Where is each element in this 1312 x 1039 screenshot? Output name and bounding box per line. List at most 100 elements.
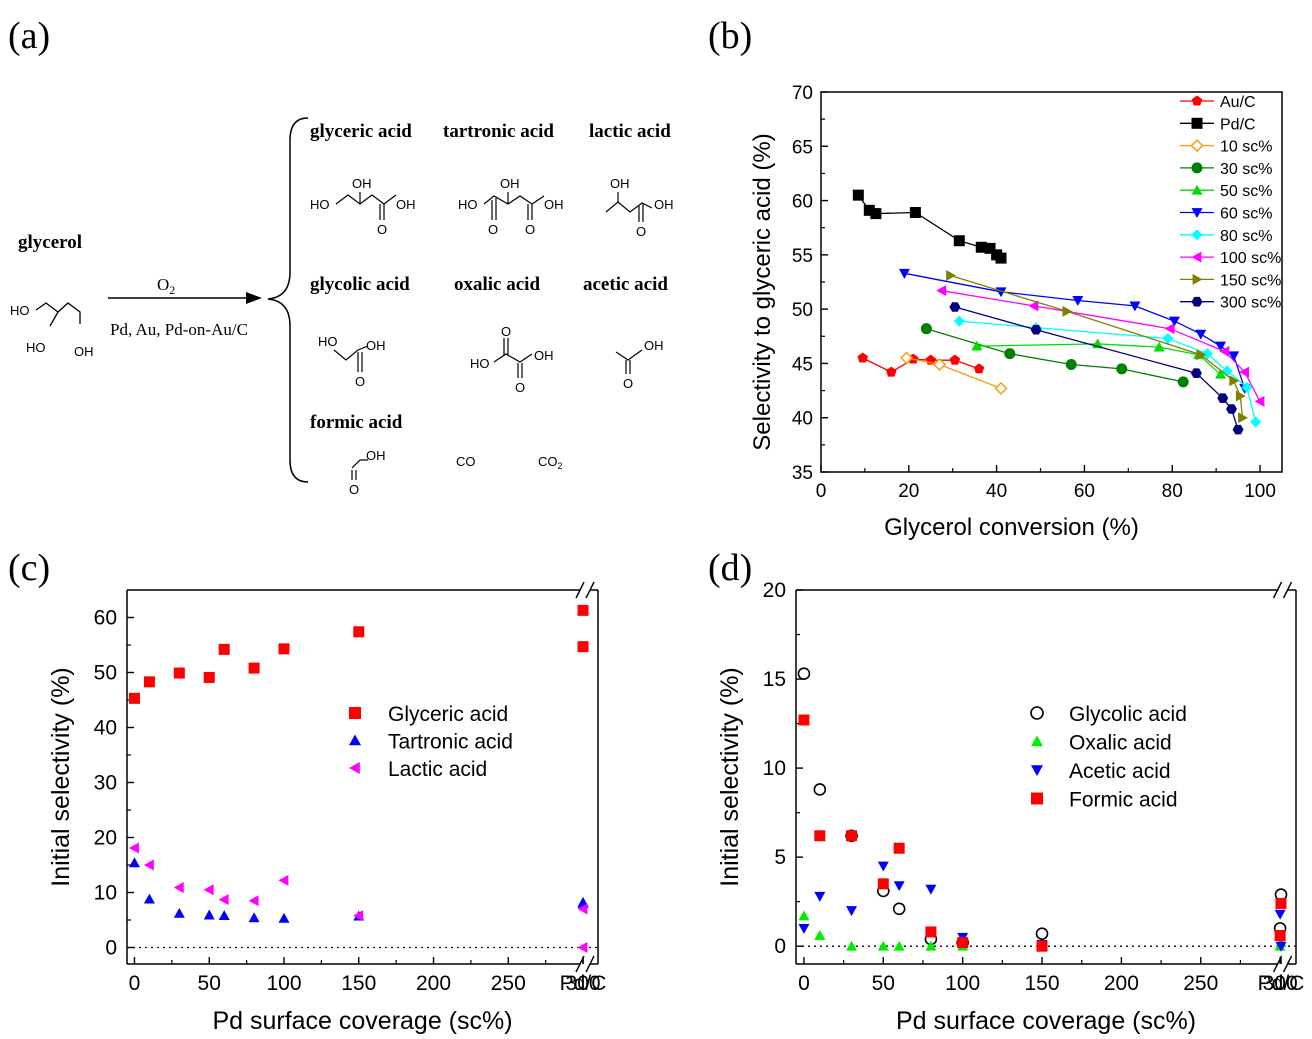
data-point — [797, 667, 811, 681]
reactant-name: glycerol — [18, 232, 82, 253]
data-point — [1232, 424, 1244, 435]
atom-label: OH — [500, 176, 520, 191]
data-point — [248, 662, 260, 674]
legend-marker — [1190, 139, 1204, 153]
data-point — [975, 241, 987, 253]
data-point — [1116, 363, 1128, 375]
atom-label: HO — [318, 334, 338, 349]
y-tick-label: 20 — [94, 827, 117, 850]
data-point — [1035, 927, 1049, 941]
y-tick-label: 15 — [763, 668, 786, 691]
data-point — [909, 207, 921, 219]
legend-label: Lactic acid — [388, 758, 487, 781]
product-name: formic acid — [310, 412, 403, 433]
axis-break-mark — [1282, 581, 1293, 599]
data-point — [1219, 345, 1230, 357]
legend-marker — [1191, 95, 1203, 106]
axis-break-mark — [1272, 581, 1283, 599]
legend-label: Tartronic acid — [388, 731, 513, 754]
data-point — [1153, 341, 1165, 352]
atom-label: O — [488, 222, 498, 237]
data-point — [173, 882, 184, 894]
data-point — [846, 906, 858, 917]
y-tick-label: 30 — [94, 772, 117, 795]
y-tick-label: 65 — [792, 137, 813, 158]
y-tick-label: 35 — [792, 463, 813, 484]
atom-label: HO — [470, 356, 490, 371]
data-point — [128, 692, 140, 704]
product-name: oxalic acid — [454, 274, 540, 295]
data-point — [1030, 325, 1042, 335]
data-point — [1065, 359, 1077, 371]
x-tick-label: 300 — [566, 972, 601, 995]
data-point — [852, 189, 864, 201]
data-point — [278, 874, 289, 886]
data-point — [936, 285, 947, 297]
legend-marker — [1031, 765, 1043, 776]
atom-label: OH — [74, 344, 94, 359]
legend-marker — [1191, 162, 1203, 174]
gas-co2: CO2 — [538, 454, 563, 471]
data-point — [1250, 416, 1262, 428]
y-tick-label: 0 — [774, 935, 786, 958]
data-point — [900, 351, 914, 365]
panel-label-d: (d) — [708, 547, 752, 589]
data-point — [218, 894, 229, 906]
data-point — [925, 884, 937, 895]
x-tick-label: 0 — [798, 972, 810, 995]
y-axis-label: Initial selectivity (%) — [716, 667, 744, 887]
legend-label: Au/C — [1220, 94, 1256, 111]
data-point — [143, 893, 155, 904]
legend-marker — [1191, 184, 1203, 195]
x-tick-label: 150 — [341, 972, 376, 995]
series — [128, 604, 589, 704]
atom-label: OH — [534, 348, 554, 363]
data-point — [1226, 404, 1238, 414]
data-point — [1274, 909, 1286, 920]
panel-label-a: (a) — [8, 15, 50, 57]
y-tick-label: 20 — [763, 579, 786, 602]
data-point — [994, 381, 1008, 395]
atom-label: OH — [610, 176, 630, 191]
data-point — [846, 940, 858, 951]
data-point — [278, 643, 290, 655]
oxalic-acid-structure — [493, 338, 533, 378]
legend-label: Pd/C — [1220, 116, 1256, 133]
series — [900, 351, 1008, 395]
arrow-head — [246, 292, 262, 304]
data-point — [1274, 930, 1286, 942]
data-point — [925, 940, 937, 951]
y-tick-label: 5 — [774, 846, 786, 869]
atom-label: O — [355, 374, 365, 389]
data-point — [1235, 390, 1246, 402]
data-point — [577, 903, 588, 915]
glycolic-acid-structure — [333, 345, 369, 372]
legend-marker — [1191, 251, 1202, 263]
x-tick-label: 0 — [816, 481, 827, 502]
data-point — [203, 671, 215, 683]
x-tick-label: 50 — [872, 972, 895, 995]
x-tick-label: 100 — [266, 972, 301, 995]
data-point — [1168, 316, 1180, 327]
data-point — [1004, 348, 1016, 360]
atom-label: O — [377, 222, 387, 237]
y-tick-label: 50 — [94, 662, 117, 685]
atom-label: OH — [396, 197, 416, 212]
y-tick-label: 45 — [792, 354, 813, 375]
x-tick-label: 150 — [1025, 972, 1060, 995]
data-point — [1228, 351, 1240, 362]
product-name: tartronic acid — [443, 121, 554, 142]
data-point — [814, 830, 826, 842]
data-point — [995, 252, 1007, 264]
data-point — [971, 340, 983, 351]
atom-label: HO — [310, 197, 330, 212]
legend-label: 60 sc% — [1220, 206, 1272, 223]
legend-marker — [1030, 706, 1044, 720]
data-point — [1201, 348, 1213, 360]
data-point — [886, 366, 897, 377]
plot-frame — [795, 581, 1297, 973]
product-name: acetic acid — [583, 274, 668, 295]
plot-frame — [126, 581, 599, 973]
